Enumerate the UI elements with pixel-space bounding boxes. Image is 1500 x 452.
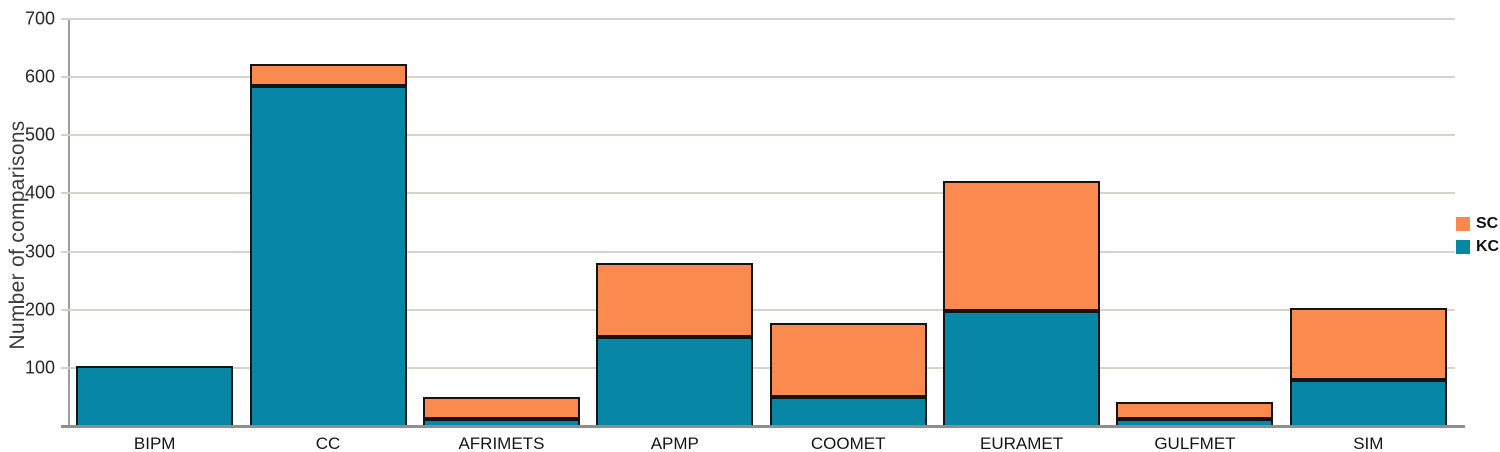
y-axis-line (68, 19, 70, 427)
y-tick-label-600: 600 (24, 66, 55, 87)
bar-coomet (769, 322, 927, 426)
bar-euramet (943, 180, 1101, 426)
bar-segment-sc-gulfmet (1116, 402, 1274, 419)
y-tick-label-300: 300 (24, 241, 55, 262)
x-tick-label-coomet: COOMET (810, 434, 886, 452)
bar-gulfmet (1116, 402, 1274, 426)
bar-segment-sc-cc (249, 63, 407, 86)
bar-segment-kc-euramet (943, 310, 1101, 426)
x-tick-label-apmp: APMP (650, 434, 699, 452)
legend-label-kc: KC (1476, 238, 1500, 255)
gridline-700 (61, 18, 1455, 20)
x-tick-label-bipm: BIPM (133, 434, 176, 452)
y-tick-label-500: 500 (24, 124, 55, 145)
legend-item-sc: SC (1456, 215, 1499, 233)
bar-segment-sc-afrimets (422, 396, 580, 419)
bar-segment-sc-euramet (943, 180, 1101, 311)
gridline-400 (61, 192, 1455, 195)
bar-bipm (76, 366, 234, 426)
y-tick-label-700: 700 (24, 8, 55, 29)
x-tick-label-afrimets: AFRIMETS (458, 434, 545, 452)
bar-segment-sc-apmp (596, 262, 754, 338)
bar-segment-sc-coomet (769, 322, 927, 397)
bar-segment-kc-cc (249, 85, 407, 426)
x-axis-line (61, 425, 1465, 428)
legend-swatch-kc-icon (1456, 240, 1470, 254)
bar-segment-kc-sim (1289, 380, 1447, 426)
y-tick-label-100: 100 (24, 357, 55, 378)
x-tick-label-euramet: EURAMET (980, 434, 1064, 452)
gridline-100 (61, 366, 1455, 369)
legend: SC KC (1456, 215, 1499, 256)
legend-item-kc: KC (1456, 238, 1499, 256)
plot-area: 100 200 300 400 500 600 700 BIPM CC AFRIMETS APMP C… (25, 9, 1465, 452)
y-tick-label-400: 400 (24, 182, 55, 203)
bar-segment-kc-bipm (76, 366, 234, 426)
gridline-600 (61, 76, 1455, 79)
x-tick-label-sim: SIM (1353, 434, 1384, 452)
x-tick-label-gulfmet: GULFMET (1154, 434, 1236, 452)
bar-segment-sc-sim (1289, 307, 1447, 381)
x-tick-label-cc: CC (315, 434, 341, 452)
bar-sim (1289, 307, 1447, 426)
bar-afrimets (422, 396, 580, 426)
bar-cc (249, 63, 407, 426)
bar-segment-kc-coomet (769, 396, 927, 426)
legend-swatch-sc-icon (1456, 217, 1470, 231)
legend-label-sc: SC (1476, 215, 1499, 232)
gridline-300 (61, 250, 1455, 253)
y-tick-label-200: 200 (24, 299, 55, 320)
gridline-200 (61, 308, 1455, 311)
bar-apmp (596, 262, 754, 426)
gridline-500 (61, 134, 1455, 137)
bar-segment-kc-apmp (596, 337, 754, 426)
